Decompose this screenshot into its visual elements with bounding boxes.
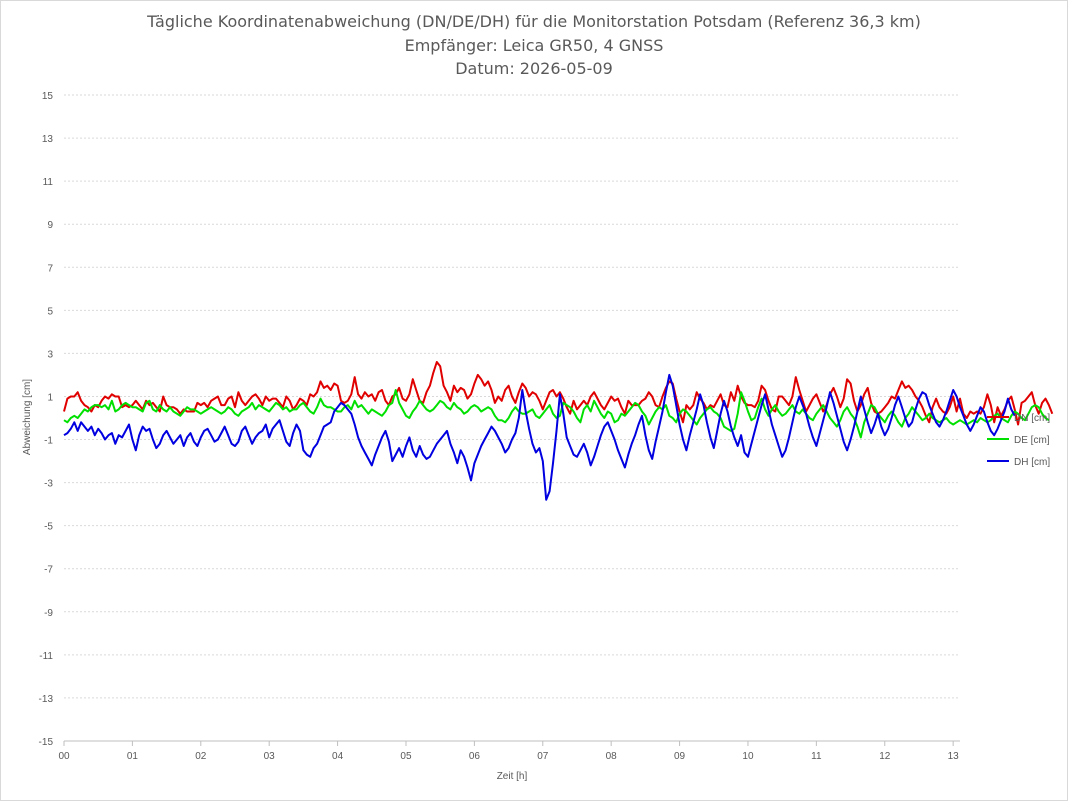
- x-tick-label: 03: [264, 751, 276, 762]
- y-tick-label: -3: [44, 479, 53, 490]
- x-tick-label: 02: [195, 751, 207, 762]
- chart-title: Tägliche Koordinatenabweichung (DN/DE/DH…: [147, 12, 921, 31]
- gridlines: [64, 94, 960, 699]
- plot-area: [63, 361, 1054, 501]
- legend-label: DE [cm]: [1014, 435, 1050, 446]
- y-tick-label: 7: [47, 263, 53, 274]
- x-tick-label: 11: [811, 751, 822, 762]
- series-line-dh: [63, 373, 1016, 501]
- y-tick-label: -7: [44, 565, 53, 576]
- x-axis-ticks: 00 01 02 03 04 05 06 07 08 09 10 11 12 13: [58, 741, 959, 762]
- y-tick-label: 15: [42, 91, 54, 102]
- y-tick-label: -15: [39, 737, 54, 748]
- chart-subtitle-date: Datum: 2026-05-09: [455, 59, 613, 78]
- x-tick-label: 13: [948, 751, 960, 762]
- y-tick-label: 11: [43, 177, 54, 188]
- x-tick-label: 06: [469, 751, 481, 762]
- y-tick-label: 13: [42, 134, 54, 145]
- y-axis-title: Abweichung [cm]: [22, 379, 33, 455]
- y-axis-ticks: 15 13 11 9 7 5 3 1 -1 -3 -5 -7 -9 -11 -13 -15: [39, 91, 54, 748]
- y-tick-label: 9: [47, 220, 53, 231]
- y-tick-label: -1: [44, 436, 53, 447]
- x-tick-label: 10: [742, 751, 754, 762]
- x-tick-label: 04: [332, 751, 344, 762]
- y-tick-label: 5: [47, 306, 53, 317]
- x-tick-label: 08: [606, 751, 618, 762]
- x-axis-title: Zeit [h]: [497, 771, 528, 782]
- y-tick-label: -11: [39, 651, 53, 662]
- y-tick-label: 1: [47, 392, 53, 403]
- chart-subtitle-receiver: Empfänger: Leica GR50, 4 GNSS: [404, 36, 664, 55]
- legend-label: DN [cm]: [1014, 413, 1050, 424]
- x-tick-label: 07: [537, 751, 549, 762]
- x-tick-label: 01: [127, 751, 139, 762]
- y-tick-label: -5: [44, 522, 53, 533]
- x-tick-label: 09: [674, 751, 686, 762]
- y-tick-label: -9: [44, 608, 53, 619]
- series-line-de: [63, 389, 1050, 439]
- y-tick-label: 3: [47, 349, 53, 360]
- y-tick-label: -13: [39, 694, 54, 705]
- x-tick-label: 05: [400, 751, 412, 762]
- x-tick-label: 00: [58, 751, 70, 762]
- x-tick-label: 12: [879, 751, 891, 762]
- series-line-dn: [63, 361, 1054, 426]
- legend-label: DH [cm]: [1014, 457, 1050, 468]
- legend: DN [cm] DE [cm] DH [cm]: [987, 413, 1050, 468]
